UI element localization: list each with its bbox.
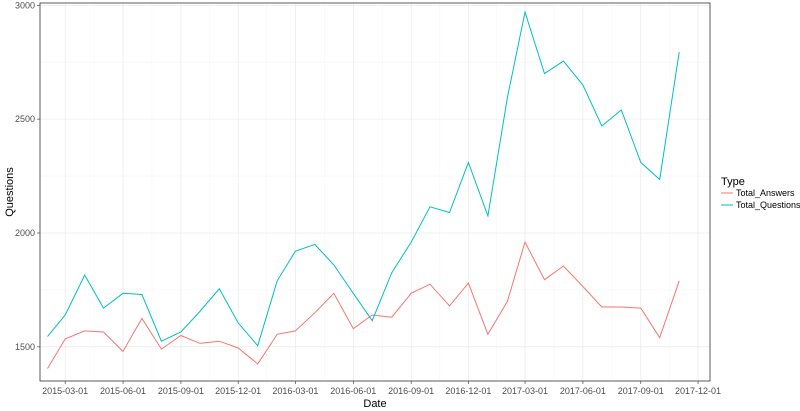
x-tick-label: 2015-09-01 (158, 386, 204, 396)
y-axis-title: Questions (4, 167, 16, 217)
x-axis-title: Date (363, 398, 386, 410)
x-tick-label: 2017-06-01 (560, 386, 606, 396)
legend-title: Type (721, 176, 745, 188)
x-tick-label: 2017-12-01 (675, 386, 721, 396)
legend-items: Total_Answers Total_Questions (721, 188, 800, 210)
x-tick-label: 2015-12-01 (215, 386, 261, 396)
major-gridlines (40, 3, 710, 381)
series-line-total-questions (47, 10, 680, 347)
legend: Type Total_Answers Total_Questions (721, 176, 800, 210)
x-tick-label: 2016-09-01 (388, 386, 434, 396)
y-tick-label: 1500 (15, 342, 35, 352)
series-lines (47, 10, 680, 369)
series-line-total-answers (47, 240, 680, 369)
x-tick-label: 2017-09-01 (618, 386, 664, 396)
x-tick-label: 2017-03-01 (502, 386, 548, 396)
y-tick-label: 2500 (15, 114, 35, 124)
plot-panel-border (39, 2, 711, 382)
x-tick-label: 2015-06-01 (100, 386, 146, 396)
y-tick-label: 3000 (15, 0, 35, 10)
x-tick-label: 2016-12-01 (445, 386, 491, 396)
x-tick-label: 2016-03-01 (272, 386, 318, 396)
x-axis: 2015-03-01 2015-06-01 2015-09-01 2015-12-01… (42, 381, 721, 396)
minor-gridlines (40, 3, 710, 381)
legend-label-total-questions: Total_Questions (736, 200, 800, 210)
x-tick-label: 2016-06-01 (330, 386, 376, 396)
x-tick-label: 2015-03-01 (42, 386, 88, 396)
y-tick-label: 2000 (15, 228, 35, 238)
y-axis: 1500 2000 2500 3000 (15, 0, 40, 352)
legend-label-total-answers: Total_Answers (736, 188, 795, 198)
